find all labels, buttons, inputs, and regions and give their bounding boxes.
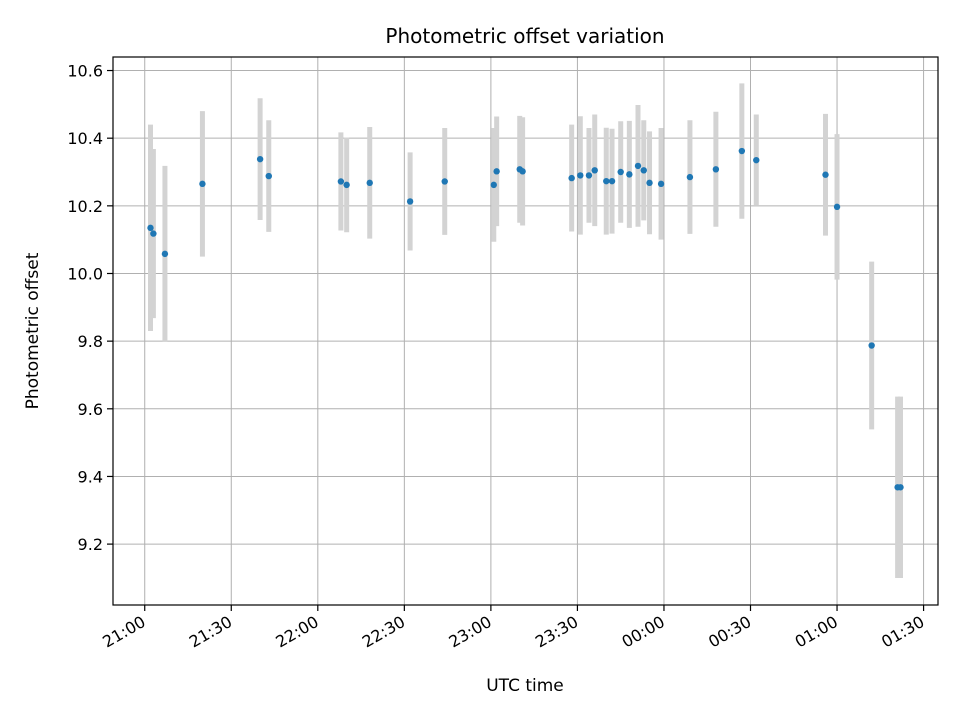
data-point bbox=[490, 181, 497, 189]
data-point bbox=[406, 198, 414, 205]
y-axis-label: Photometric offset bbox=[23, 252, 43, 409]
data-point bbox=[608, 177, 616, 185]
data-point bbox=[343, 181, 350, 189]
x-axis-label: UTC time bbox=[486, 676, 564, 696]
data-point bbox=[199, 180, 206, 188]
data-point bbox=[738, 147, 746, 155]
data-point bbox=[441, 178, 448, 185]
data-point bbox=[833, 203, 841, 211]
y-tick-label: 9.4 bbox=[78, 467, 103, 486]
data-point bbox=[150, 230, 157, 237]
data-point bbox=[493, 168, 500, 175]
y-tick-label: 9.8 bbox=[78, 332, 103, 351]
data-point bbox=[577, 172, 584, 179]
data-point bbox=[256, 155, 264, 163]
data-point bbox=[868, 342, 875, 349]
data-point bbox=[640, 167, 647, 174]
data-point bbox=[568, 174, 575, 182]
chart-title: Photometric offset variation bbox=[385, 24, 664, 48]
y-tick-label: 10.0 bbox=[67, 264, 103, 283]
data-point bbox=[519, 168, 526, 175]
data-point bbox=[591, 167, 598, 174]
data-point bbox=[626, 171, 633, 178]
data-point bbox=[822, 171, 829, 178]
data-point bbox=[147, 224, 154, 232]
data-point bbox=[897, 484, 904, 491]
data-point bbox=[646, 179, 653, 187]
data-points bbox=[147, 147, 904, 491]
data-point bbox=[617, 168, 624, 176]
data-point bbox=[657, 180, 665, 188]
data-point bbox=[712, 166, 720, 173]
data-point bbox=[585, 172, 593, 179]
y-tick-label: 10.4 bbox=[67, 129, 103, 148]
data-point bbox=[337, 178, 345, 185]
grid-lines bbox=[113, 57, 938, 605]
y-tick-label: 9.2 bbox=[78, 535, 103, 554]
y-tick-label: 10.6 bbox=[67, 62, 103, 81]
y-tick-label: 10.2 bbox=[67, 197, 103, 216]
y-tick-label: 9.6 bbox=[78, 400, 103, 419]
data-point bbox=[265, 172, 272, 180]
plot-frame bbox=[112, 56, 939, 606]
data-point bbox=[161, 250, 169, 258]
data-point bbox=[686, 173, 694, 181]
data-point bbox=[634, 162, 642, 170]
data-point bbox=[603, 177, 610, 185]
data-point bbox=[366, 179, 373, 187]
data-point bbox=[753, 156, 760, 164]
